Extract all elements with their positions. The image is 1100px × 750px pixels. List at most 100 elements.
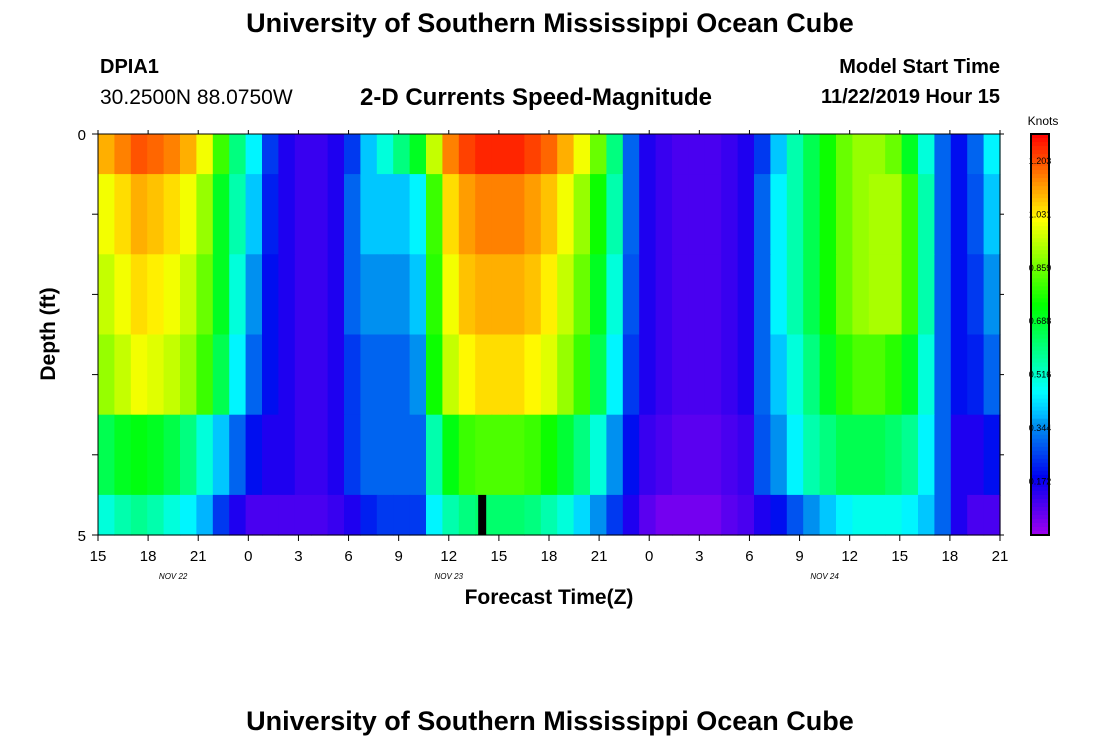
- time-marker: [478, 494, 487, 535]
- heatmap-cell: [229, 174, 247, 255]
- heatmap-cell: [163, 414, 181, 496]
- heatmap-cell: [967, 134, 985, 175]
- heatmap-cell: [311, 334, 329, 416]
- heatmap-cell: [327, 414, 345, 496]
- heatmap-cell: [704, 134, 722, 175]
- heatmap-cell: [376, 134, 394, 175]
- heatmap-cell: [508, 334, 525, 416]
- heatmap-cell: [196, 134, 214, 175]
- heatmap-cell: [426, 334, 443, 416]
- heatmap-cell: [868, 414, 886, 496]
- heatmap-cell: [672, 414, 689, 496]
- heatmap-cell: [786, 134, 804, 175]
- colorbar-swatch: [1031, 374, 1049, 380]
- marker-layer: [478, 494, 487, 535]
- heatmap-cell: [229, 494, 247, 536]
- colorbar-swatch: [1031, 454, 1049, 460]
- heatmap-cell: [262, 134, 279, 175]
- colorbar-swatch: [1031, 246, 1049, 251]
- x-date-label: NOV 23: [435, 572, 464, 581]
- x-tick-label: 12: [841, 548, 858, 565]
- heatmap-cell: [950, 494, 968, 536]
- colorbar-swatch: [1031, 490, 1049, 496]
- colorbar-swatch: [1031, 506, 1049, 512]
- heatmap-cell: [983, 334, 1001, 416]
- colorbar-swatch: [1031, 166, 1049, 171]
- heatmap-cell: [836, 174, 853, 255]
- colorbar-swatch: [1031, 462, 1049, 468]
- heatmap-cell: [130, 414, 148, 496]
- heatmap-cell: [180, 174, 197, 255]
- heatmap-cell: [901, 174, 919, 255]
- x-tick-label: 15: [90, 548, 107, 565]
- y-axis: 05: [78, 127, 1004, 545]
- heatmap-cell: [557, 134, 575, 175]
- heatmap-cell: [901, 254, 919, 336]
- heatmap-cell: [98, 334, 115, 416]
- heatmap-cell: [672, 334, 689, 416]
- heatmap-cell: [754, 254, 771, 336]
- colorbar-swatch: [1031, 162, 1049, 167]
- heatmap-cell: [721, 334, 739, 416]
- heatmap-cell: [278, 134, 296, 175]
- colorbar-swatch: [1031, 170, 1049, 175]
- heatmap-cell: [655, 134, 673, 175]
- heatmap-cell: [278, 334, 296, 416]
- heatmap-cell: [868, 334, 886, 416]
- heatmap-cell: [98, 134, 115, 175]
- heatmap-cell: [655, 334, 673, 416]
- heatmap-cell: [344, 414, 361, 496]
- heatmap-cell: [262, 174, 279, 255]
- heatmap-cell: [754, 494, 771, 536]
- heatmap-cell: [98, 494, 115, 536]
- colorbar-tick-label: 1.031: [1029, 210, 1052, 220]
- heatmap-cell: [819, 414, 837, 496]
- heatmap-cell: [622, 254, 640, 336]
- colorbar-swatch: [1031, 486, 1049, 492]
- x-axis-label: Forecast Time(Z): [465, 586, 634, 609]
- heatmap-cell: [540, 414, 558, 496]
- colorbar-swatch: [1031, 202, 1049, 207]
- heatmap-cell: [590, 254, 607, 336]
- heatmap-cell: [901, 414, 919, 496]
- heatmap-cell: [196, 334, 214, 416]
- colorbar-tick-label: 0.859: [1029, 263, 1052, 273]
- x-date-label: NOV 22: [159, 572, 188, 581]
- colorbar-swatch: [1031, 410, 1049, 416]
- y-tick-label: 0: [78, 127, 86, 144]
- heatmap-cell: [360, 494, 378, 536]
- heatmap-cell: [376, 334, 394, 416]
- heatmap-cell: [770, 134, 788, 175]
- heatmap-cell: [327, 134, 345, 175]
- colorbar-swatch: [1031, 330, 1049, 336]
- heatmap-cell: [721, 494, 739, 536]
- heatmap-cell: [688, 134, 706, 175]
- heatmap-cell: [393, 174, 411, 255]
- heatmap-cell: [491, 254, 509, 336]
- heatmap-cell: [409, 174, 427, 255]
- heatmap-cell: [180, 334, 197, 416]
- heatmap-cell: [147, 174, 165, 255]
- colorbar-swatch: [1031, 402, 1049, 408]
- colorbar-swatch: [1031, 394, 1049, 400]
- colorbar-unit: Knots: [1028, 114, 1059, 128]
- heatmap-cell: [606, 334, 624, 416]
- colorbar-swatch: [1031, 386, 1049, 392]
- heatmap-cell: [704, 334, 722, 416]
- heatmap-cell: [606, 414, 624, 496]
- heatmap-cell: [180, 414, 197, 496]
- heatmap-cell: [196, 254, 214, 336]
- heatmap-cell: [524, 174, 542, 255]
- heatmap-cell: [114, 254, 132, 336]
- heatmap-cell: [770, 254, 788, 336]
- heatmap-cell: [376, 414, 394, 496]
- colorbar-swatch: [1031, 342, 1049, 348]
- heatmap-cell: [130, 494, 148, 536]
- heatmap-cell: [442, 254, 460, 336]
- heatmap-cell: [180, 254, 197, 336]
- heatmap-cell: [639, 254, 657, 336]
- heatmap-cell: [934, 494, 952, 536]
- colorbar-swatch: [1031, 414, 1049, 420]
- heatmap-cell: [311, 134, 329, 175]
